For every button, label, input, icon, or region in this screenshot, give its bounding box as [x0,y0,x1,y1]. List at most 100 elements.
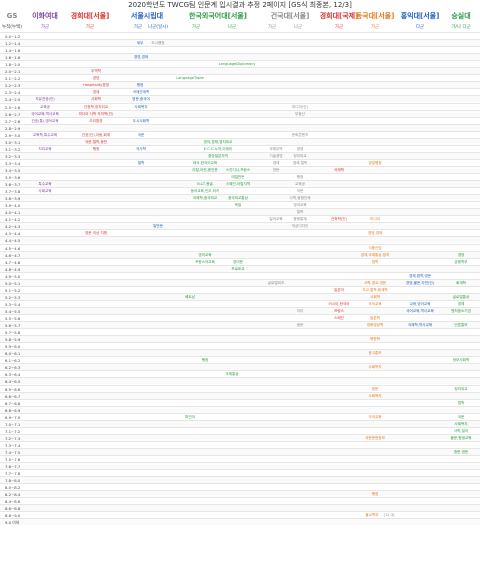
major-entry: 중문 [296,323,304,328]
gs-range-label: 6.5~6.6 [5,386,21,392]
table-row: 5.5~5.6 스페인 일본학 [0,314,480,321]
gs-range-label: 3.2~3.3 [5,153,21,159]
gs-range-label: 5.7~5.8 [5,330,21,336]
major-entry: 사학,일어 [453,428,469,433]
gs-range-label: 6.8~6.9 [5,407,21,413]
table-row: 4.3~4.4 영문 의상 지원 경영,경제 [0,229,480,236]
major-entry: 중국외교통상 [228,196,248,201]
major-entry: 스페인,아랍지역 [225,182,251,187]
column-header: 한국외국어대[서울] [189,12,247,20]
table-row: 8.2~8.4 행정 [0,490,480,498]
column-subheader: 가/나 다군 [451,25,471,30]
gs-range-label: 6.7~6.8 [5,400,21,406]
major-entry: 중문,영문 [453,449,469,454]
gs-range-label: 3.0~3.1 [5,139,21,145]
major-entry: 사회복지 [134,104,148,109]
major-entry: 경제,법학,영문 [408,273,432,278]
major-entry: 회계학 [456,280,466,285]
major-entry: 지리교육 [38,146,52,151]
gs-range-label: 5.4~5.5 [5,308,21,314]
gs-range-label: 6.4~6.5 [5,379,21,385]
gs-range-label: 6.9~7.0 [5,414,21,420]
major-entry: 기술경영 [269,153,283,158]
major-entry: 교육,영어교육 [409,301,431,306]
table-row: 3.3~3.4 철학 태국,한국어교육 경제 경제,철학 경찰행정 [0,158,480,166]
major-entry: 조리환경 [89,118,103,123]
table-row: 3.0~3.1 국문,철학,동반 영어,경제,정치외교 [0,137,480,145]
major-entry: 사회학 [91,97,101,102]
column-header: 동국대[서울] [355,12,395,20]
major-entry: 자유전공(인) [35,97,55,102]
gs-range-label: 3.9~4.0 [5,203,21,209]
major-entry: 일어교육 [269,217,283,222]
table-row: 4.5~4.6 식품산업 [0,243,480,251]
major-entry: 금융학부 [454,259,468,264]
major-entry: 벤처중소기업 [451,308,471,313]
gs-range-label: 7.7~7.8 [5,471,21,477]
major-entry: 파인어 [185,414,195,419]
major-entry: 스칸디나,프랑스 [225,167,251,172]
table-row: 7.8~8.0 [0,476,480,484]
major-entry: 경영,경제 [133,55,149,60]
gs-range-label: 5.0~5.1 [5,280,21,286]
major-entry: 북한학 [370,337,380,342]
table-row: 5.4~5.5 지리 프랑스 국어교육,역사교육 벤처중소기업 [0,306,480,314]
major-entry: 국제학 [334,167,344,172]
major-entry: 태국,한국어교육 [192,160,218,165]
major-entry: 정치외교 [454,386,468,391]
table-row: 4.4~4.5 [0,236,480,244]
major-entry: 미디어(인) [291,104,309,109]
table-row: 5.9~6.0 [0,342,480,349]
major-entry: 관광학,정치외교 [83,104,109,109]
major-entry: 정치외교 [293,153,307,158]
table-row: 2.1~2.2 경영 LanguageTrade [0,74,480,81]
column-header: 경희대[국제] [319,12,359,20]
column-header: 건국대[서울] [270,12,310,20]
gs-range-label: 7.8~8.0 [5,478,21,484]
gs-range-label: 2.2~2.3 [5,83,21,89]
gs-range-label: 2.8~2.9 [5,125,21,131]
gs-range-label: 7.0~7.1 [5,421,21,427]
table-row: 5.0~5.1 글로벌비즈 사학,경교,영문 경영,불문,자연(인) 회계학 [0,278,480,286]
major-entry: 행정 [92,146,100,151]
major-entry: 국제학,역사교육 [407,323,433,328]
column-subheader: 누적(누백) [1,25,23,30]
major-entry: 경제 [92,90,100,95]
table-row: 8.4~8.6 [0,497,480,504]
major-entry: 세무 [136,41,144,46]
table-row: 6.6~6.7 사회복지 [0,391,480,399]
major-entry: 간호(통),영어교육 [31,118,59,123]
major-entry: 의상디자인 [291,224,309,229]
major-entry: 부동산 [295,111,305,116]
gs-range-label: 3.4~3.5 [5,167,21,173]
major-entry: 무역학 [91,69,101,74]
table-row: 7.6~7.7 [0,462,480,470]
gs-range-label: 2.4~2.5 [5,97,21,103]
major-entry: 미디어 [370,217,380,222]
column-subheader: 나군(일시) [147,25,169,30]
gs-range-label: 1.6~1.8 [5,55,21,61]
gs-range-label: 0.0~1.2 [5,34,21,39]
major-entry: 영미문 [233,259,243,264]
column-subheader: 다군 [415,25,425,30]
major-entry: 경제,국제통상,정치 [360,252,390,257]
column-header: 경희대[서울] [70,12,110,20]
major-entry: 간호(인),아동,회계 [81,132,111,137]
major-entry: 정보사회학 [452,358,470,363]
gs-range-label: 5.2~5.3 [5,294,21,300]
gs-range-label: 3.6~3.7 [5,182,21,188]
table-row: 5.2~5.3 베트남 사회학 글로벌통상 [0,292,480,300]
gs-range-label: 8.6~8.8 [5,506,21,512]
major-entry: 경영 [92,76,100,81]
major-entry: 국문 [457,414,465,419]
table-row: 3.7~3.8 사회교육 동어교육,인도,터키 국문 [0,187,480,194]
gs-range-label: 1.8~2.0 [5,62,21,68]
gs-range-label: 4.3~4.4 [5,231,21,237]
table-row: 1.8~2.0 LanguageDiplomacy [0,60,480,67]
gs-range-label: 4.6~4.7 [5,252,21,258]
major-entry: 경영 [296,146,304,151]
table-row: 7.7~7.8 [0,469,480,476]
gs-range-label: 4.0~4.1 [5,210,21,216]
major-entry: 중문 [371,386,379,391]
major-entry: 사학,융합인재 [289,196,311,201]
